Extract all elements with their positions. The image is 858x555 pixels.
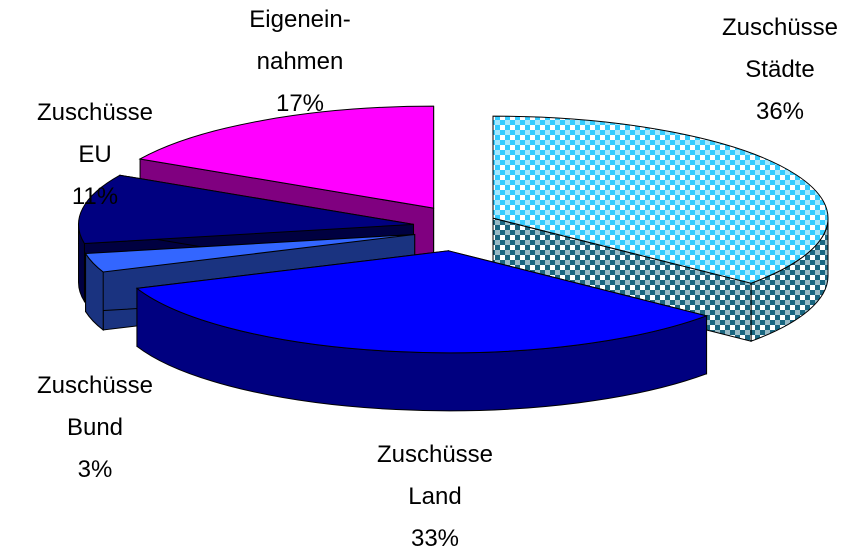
value-label: 3% [78, 456, 113, 483]
slice [135, 250, 709, 412]
label-line: Städte [745, 56, 814, 83]
label-line: Zuschüsse [377, 441, 493, 468]
label-line: nahmen [257, 48, 344, 75]
label-line: EU [78, 141, 111, 168]
label-line: Bund [67, 414, 123, 441]
slice-label: Zuschüsse Städte [722, 14, 838, 83]
value-label: 11% [72, 183, 118, 210]
slice-label: Eigenein-nahmen [249, 6, 350, 75]
slice-top [492, 115, 829, 284]
slice-top [138, 105, 435, 209]
slice-top [78, 174, 414, 245]
value-label: 33% [411, 525, 459, 552]
label-line: Zuschüsse [37, 372, 153, 399]
label-line: Land [408, 483, 461, 510]
value-label: 36% [756, 98, 804, 125]
label-line: Zuschüsse [722, 14, 838, 41]
slice-label: Zuschüsse Land [377, 441, 493, 510]
label-line: Eigenein- [249, 6, 350, 33]
slice-top [135, 250, 709, 354]
slice-top [84, 233, 415, 273]
slice-label: Zuschüsse EU [37, 99, 153, 168]
value-label: 17% [276, 90, 324, 117]
label-line: Zuschüsse [37, 99, 153, 126]
slice-label: Zuschüsse Bund [37, 372, 153, 441]
